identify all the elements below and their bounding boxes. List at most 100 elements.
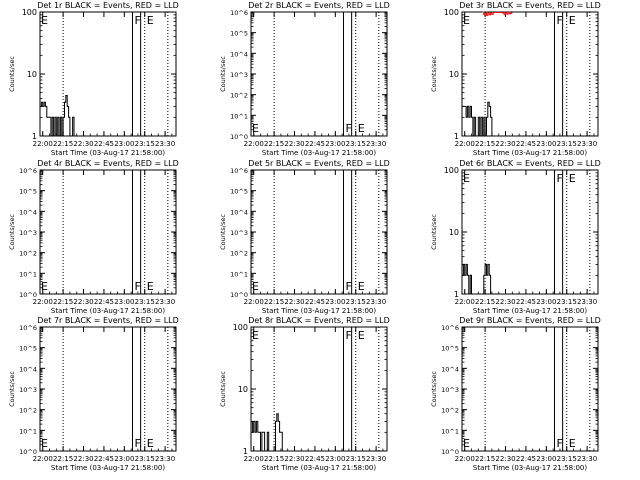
x-tick-label: 23:30 <box>366 140 386 148</box>
x-tick-label: 22:45 <box>516 140 536 148</box>
event-label-F: F <box>134 280 140 293</box>
y-tick-label: 10 <box>238 385 248 394</box>
x-tick-label: 23:30 <box>155 298 175 306</box>
y-tick-label: 10^3 <box>19 386 37 394</box>
x-tick-label: 22:15 <box>264 140 284 148</box>
x-tick-label: 22:00 <box>244 140 264 148</box>
x-tick-label: 22:15 <box>475 140 495 148</box>
x-tick-label: 22:30 <box>495 455 515 463</box>
panel-title: Det 1r BLACK = Events, RED = LLD <box>37 1 179 10</box>
y-tick-label: 1 <box>454 132 459 141</box>
x-axis-label: Start Time (03-Aug-17 21:58:00) <box>473 307 587 315</box>
panel-title: Det 7r BLACK = Events, RED = LLD <box>37 316 179 325</box>
y-tick-label: 10^4 <box>230 208 248 216</box>
y-tick-label: 10^3 <box>441 386 459 394</box>
x-tick-label: 23:15 <box>557 455 577 463</box>
panel-title: Det 3r BLACK = Events, RED = LLD <box>459 1 601 10</box>
y-tick-label: 10 <box>449 228 459 237</box>
x-tick-label: 22:30 <box>284 140 304 148</box>
event-label-E: E <box>147 280 154 293</box>
x-tick-label: 22:30 <box>284 298 304 306</box>
x-tick-label: 23:15 <box>346 455 366 463</box>
event-label-F: F <box>345 122 351 135</box>
y-tick-label: 10^6 <box>19 167 37 175</box>
y-tick-label: 10^0 <box>230 291 248 299</box>
x-tick-label: 22:45 <box>305 140 325 148</box>
panel-title: Det 8r BLACK = Events, RED = LLD <box>248 316 390 325</box>
y-tick-label: 10^6 <box>19 324 37 332</box>
y-axis-label: Counts/sec <box>8 371 16 407</box>
detector-panel: Det 4r BLACK = Events, RED = LLD Counts/s… <box>8 159 179 315</box>
x-tick-label: 22:00 <box>33 140 53 148</box>
y-tick-label: 10^1 <box>441 427 459 435</box>
x-tick-label: 22:15 <box>475 298 495 306</box>
x-tick-label: 23:15 <box>135 298 155 306</box>
event-label-E: E <box>569 172 576 185</box>
y-tick-label: 10^0 <box>441 448 459 456</box>
y-tick-label: 10^6 <box>230 9 248 17</box>
edge-label-E: E <box>252 122 259 135</box>
y-tick-label: 10^1 <box>19 427 37 435</box>
y-tick-label: 10^2 <box>230 92 248 100</box>
x-tick-label: 22:00 <box>33 298 53 306</box>
events-series-line <box>462 263 492 295</box>
x-tick-label: 22:45 <box>94 298 114 306</box>
x-tick-label: 22:30 <box>284 455 304 463</box>
event-label-F: F <box>345 329 351 342</box>
y-axis-label: Counts/sec <box>430 214 438 250</box>
events-series-line <box>251 413 284 452</box>
plot-frame <box>461 326 599 452</box>
x-tick-label: 23:00 <box>325 140 345 148</box>
y-tick-label: 10^3 <box>230 71 248 79</box>
x-tick-label: 22:00 <box>33 455 53 463</box>
edge-label-E: E <box>463 14 470 27</box>
x-tick-label: 22:15 <box>53 140 73 148</box>
x-tick-label: 22:30 <box>73 140 93 148</box>
plot-frame <box>250 169 388 295</box>
plot-frame <box>39 326 177 452</box>
y-axis-label: Counts/sec <box>8 56 16 92</box>
event-label-F: F <box>345 280 351 293</box>
x-tick-label: 23:00 <box>114 298 134 306</box>
y-tick-label: 10^5 <box>441 345 459 353</box>
y-tick-label: 10^3 <box>19 229 37 237</box>
plot-frame <box>250 326 388 452</box>
event-label-E: E <box>358 280 365 293</box>
x-tick-label: 23:15 <box>135 140 155 148</box>
y-tick-label: 100 <box>444 166 459 175</box>
x-tick-label: 22:45 <box>94 455 114 463</box>
y-tick-label: 10^5 <box>19 188 37 196</box>
y-tick-label: 10^2 <box>441 407 459 415</box>
y-tick-label: 10^2 <box>19 250 37 258</box>
x-tick-label: 22:00 <box>244 298 264 306</box>
x-tick-label: 23:00 <box>114 455 134 463</box>
event-label-E: E <box>569 14 576 27</box>
x-tick-label: 22:15 <box>53 298 73 306</box>
x-tick-label: 22:45 <box>516 298 536 306</box>
events-series-line <box>462 101 495 137</box>
y-tick-label: 1 <box>32 132 37 141</box>
x-tick-label: 22:30 <box>495 298 515 306</box>
y-axis-label: Counts/sec <box>8 214 16 250</box>
edge-label-E: E <box>41 280 48 293</box>
x-tick-label: 22:45 <box>516 455 536 463</box>
panel-title: Det 6r BLACK = Events, RED = LLD <box>459 159 601 168</box>
x-tick-label: 22:00 <box>455 455 475 463</box>
y-tick-label: 10 <box>449 70 459 79</box>
x-tick-label: 23:30 <box>155 140 175 148</box>
x-tick-label: 22:00 <box>455 298 475 306</box>
y-tick-label: 10^1 <box>230 270 248 278</box>
y-tick-label: 100 <box>22 8 37 17</box>
event-label-F: F <box>556 437 562 450</box>
x-tick-label: 22:00 <box>455 140 475 148</box>
detector-panel: Det 1r BLACK = Events, RED = LLD Counts/s… <box>8 1 179 157</box>
x-axis-label: Start Time (03-Aug-17 21:58:00) <box>473 149 587 157</box>
y-tick-label: 10^3 <box>230 229 248 237</box>
x-tick-label: 23:15 <box>557 140 577 148</box>
x-axis-label: Start Time (03-Aug-17 21:58:00) <box>262 149 376 157</box>
edge-label-E: E <box>252 280 259 293</box>
detector-panel: Det 6r BLACK = Events, RED = LLD Counts/s… <box>430 159 601 315</box>
x-tick-label: 22:30 <box>73 455 93 463</box>
